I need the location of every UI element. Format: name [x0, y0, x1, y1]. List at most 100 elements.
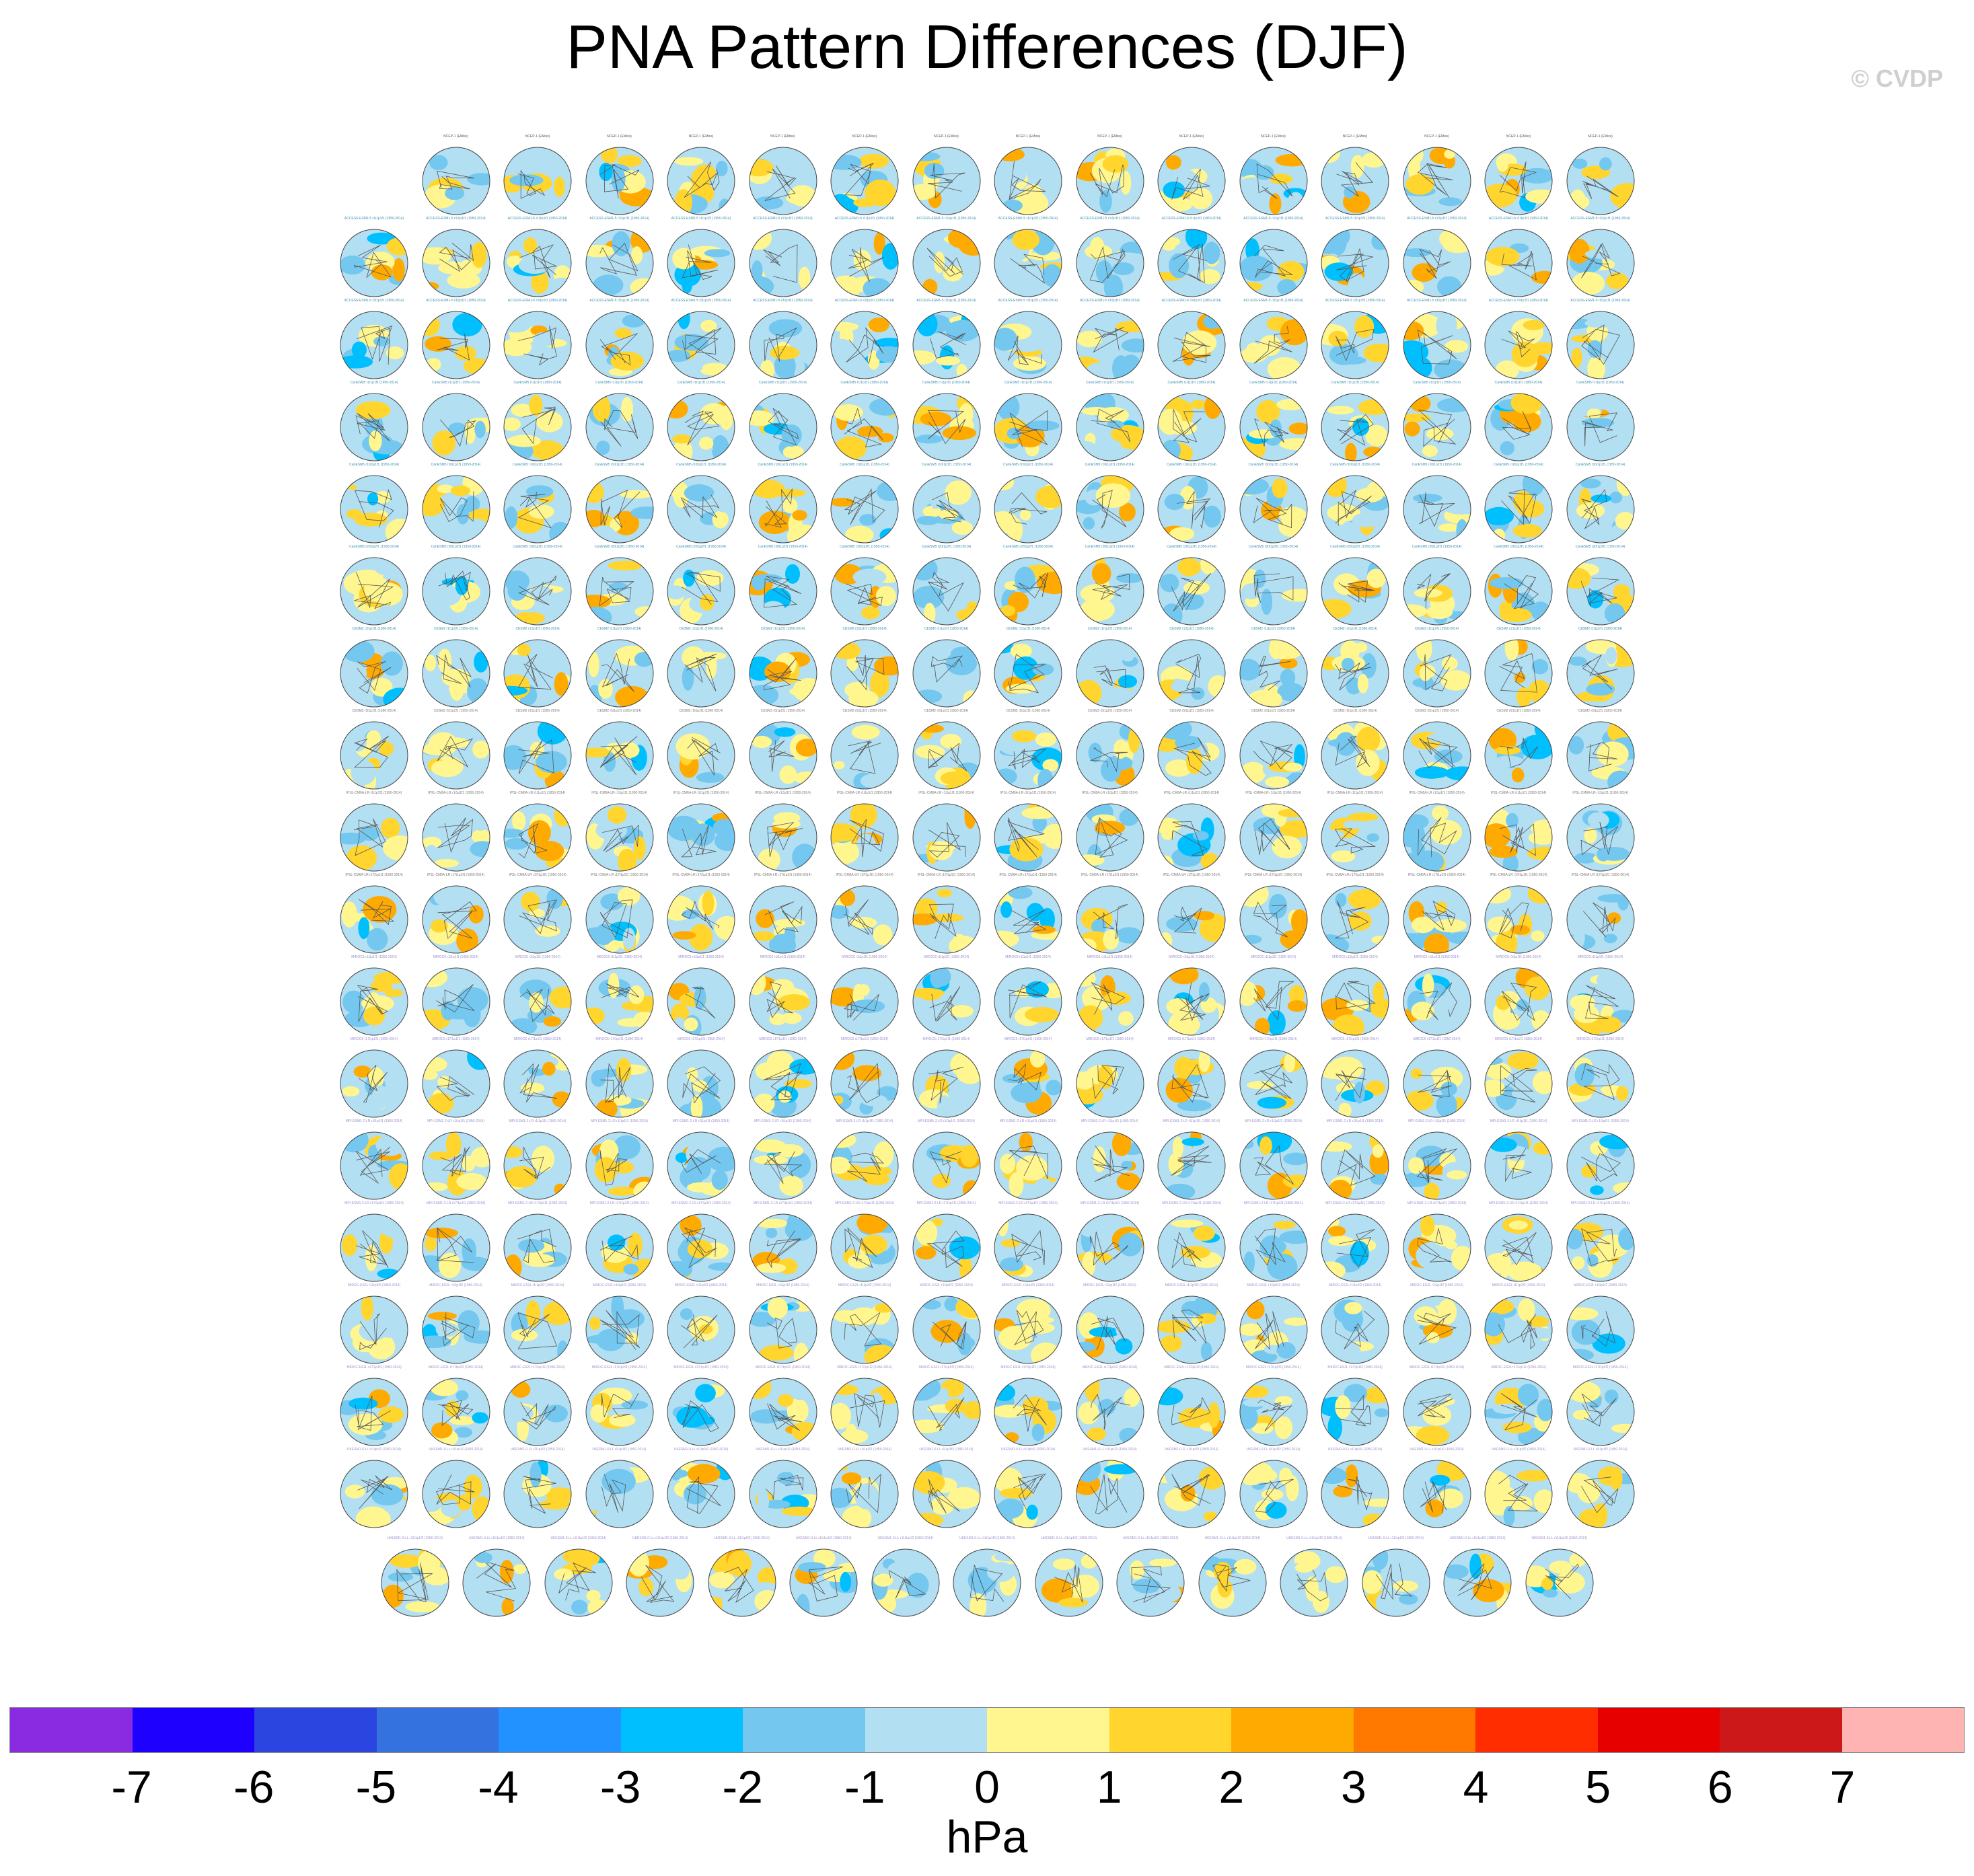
contour-fill: [912, 1471, 945, 1494]
map-panel: MPI-ESM1-2-LR r17i1p1f1 (1950-2014): [1070, 1201, 1150, 1286]
contour-fill: [1373, 981, 1384, 1004]
polar-map: [1076, 393, 1144, 461]
panel-title: ACCESS-ESM1-5 r3i1p1f1 (1950-2014): [834, 299, 895, 303]
panel-title: MIROC-ES2L r17i1p1f2 (1950-2014): [1082, 1365, 1138, 1370]
map-panel: ACCESS-ESM1-5 r3i1p1f1 (1950-2014): [1315, 299, 1395, 383]
map-panel: CESM2 r1i1p1f1 (1950-2014): [1560, 627, 1641, 712]
panel-title: CESM2 r1i1p1f1 (1950-2014): [1087, 627, 1132, 631]
contour-fill: [1174, 1057, 1194, 1079]
polar-map: [1403, 475, 1471, 543]
contour-fill: [1013, 356, 1046, 371]
map-border: [1566, 475, 1634, 543]
coastline: [844, 488, 885, 525]
contour-fill: [447, 422, 466, 435]
contour-fill: [533, 332, 555, 347]
contour-fill: [945, 320, 980, 342]
contour-fill: [1169, 253, 1190, 278]
coastline: [599, 164, 639, 198]
coastline: [1171, 821, 1208, 856]
contour-fill: [1511, 767, 1525, 783]
coastline: [518, 739, 554, 774]
polar-map: [1484, 885, 1553, 954]
map-border: [667, 229, 735, 297]
contour-fill: [690, 823, 715, 846]
polar-map: [1076, 639, 1144, 708]
contour-fill: [1078, 1402, 1099, 1425]
contour-fill: [1416, 640, 1432, 662]
contour-fill: [1005, 683, 1037, 693]
contour-fill: [1276, 1342, 1296, 1359]
contour-fill: [1411, 564, 1437, 585]
contour-fill: [1149, 1559, 1177, 1567]
coastline: [1334, 662, 1372, 691]
coastline: [1500, 737, 1539, 768]
contour-fill: [1267, 357, 1301, 379]
contour-fill: [1366, 833, 1379, 842]
contour-fill: [388, 939, 399, 952]
panel-title: MPI-ESM1-2-LR r17i1p1f1 (1950-2014): [1080, 1201, 1140, 1205]
contour-fill: [831, 1384, 858, 1396]
map-border: [1076, 475, 1144, 543]
contour-fill: [667, 585, 686, 599]
coastline: [439, 242, 474, 272]
coastline: [1420, 654, 1452, 691]
contour-fill: [1488, 728, 1517, 753]
contour-fill: [846, 655, 858, 671]
contour-fill: [620, 397, 633, 422]
polar-map: [830, 557, 899, 626]
contour-fill: [1255, 400, 1280, 424]
polar-map: [667, 393, 735, 461]
map-panel: CESM2 r5i1p1f1 (1950-2014): [416, 709, 497, 794]
contour-fill: [1604, 603, 1625, 624]
contour-fill: [849, 1307, 879, 1326]
colorbar-box: [743, 1708, 865, 1752]
map-panel: UKESM1-0-LL r1i1p1f2 (1950-2014): [988, 1448, 1068, 1532]
panel-title: IPSL-CM6A-LR r1i1p1f1 (1950-2014): [1327, 791, 1383, 795]
contour-fill: [784, 564, 800, 584]
contour-fill: [1571, 271, 1605, 295]
map-panel: MIROC-ES2L r1i1p1f2 (1950-2014): [1233, 1283, 1314, 1368]
contour-fill: [1026, 420, 1060, 431]
contour-fill: [531, 270, 549, 294]
contour-fill: [349, 1397, 378, 1410]
contour-fill: [1169, 527, 1195, 541]
map-border: [912, 311, 980, 379]
contour-fill: [831, 905, 849, 919]
polar-map: [1076, 475, 1144, 543]
panel-title: CanESM5 r20i1p2f1 (1950-2014): [1167, 545, 1216, 549]
contour-fill: [1271, 478, 1288, 498]
map-panel: IPSL-CM6A-LR r17i1p1f1 (1950-2014): [416, 873, 497, 958]
contour-fill: [1084, 1378, 1099, 1402]
panel-title: MIROC6 r17i1p1f1 (1950-2014): [1494, 1037, 1543, 1041]
panel-title: MPI-ESM1-2-LR r17i1p1f1 (1950-2014): [426, 1201, 486, 1205]
contour-fill: [1571, 347, 1582, 368]
map-panel: ACCESS-ESM1-5 r1i1p1f1 (1950-2014): [1070, 217, 1150, 301]
panel-title: CESM2 r5i1p1f1 (1950-2014): [597, 709, 642, 713]
map-panel: MIROC6 r17i1p1f1 (1950-2014): [1397, 1037, 1477, 1122]
panel-grid: NCEP-1 (EMiss) NCEP-1 (EMiss) NCEP-1 (EMis…: [334, 135, 1641, 1621]
coastline: [1580, 243, 1620, 278]
contour-fill: [1348, 889, 1381, 910]
polar-map: [749, 967, 817, 1036]
contour-fill: [702, 363, 727, 371]
map-panel: IPSL-CM6A-LR r17i1p1f1 (1950-2014): [1070, 873, 1150, 958]
contour-fill: [1375, 1408, 1389, 1417]
colorbar-box: [1475, 1708, 1598, 1752]
coastline: [927, 743, 967, 772]
contour-fill: [709, 1571, 735, 1589]
contour-fill: [1026, 903, 1044, 922]
map-panel: IPSL-CM6A-LR r1i1p1f1 (1950-2014): [824, 791, 905, 876]
contour-fill: [1000, 605, 1016, 617]
coastline: [437, 901, 477, 939]
map-panel: UKESM1-0-LL r11i1p1f2 (1950-2014): [783, 1536, 864, 1621]
map-panel: MIROC6 r1i1p1f1 (1950-2014): [334, 955, 414, 1040]
polar-map: [503, 1296, 572, 1364]
contour-fill: [1118, 1232, 1142, 1256]
polar-map: [503, 885, 572, 954]
polar-map: [912, 1213, 980, 1282]
map-panel: CanESM5 r20i1p2f1 (1950-2014): [1151, 545, 1232, 630]
panel-title: UKESM1-0-LL r1i1p1f2 (1950-2014): [837, 1448, 892, 1452]
contour-fill: [1203, 1511, 1218, 1522]
contour-fill: [554, 672, 569, 696]
polar-map: [912, 557, 980, 626]
